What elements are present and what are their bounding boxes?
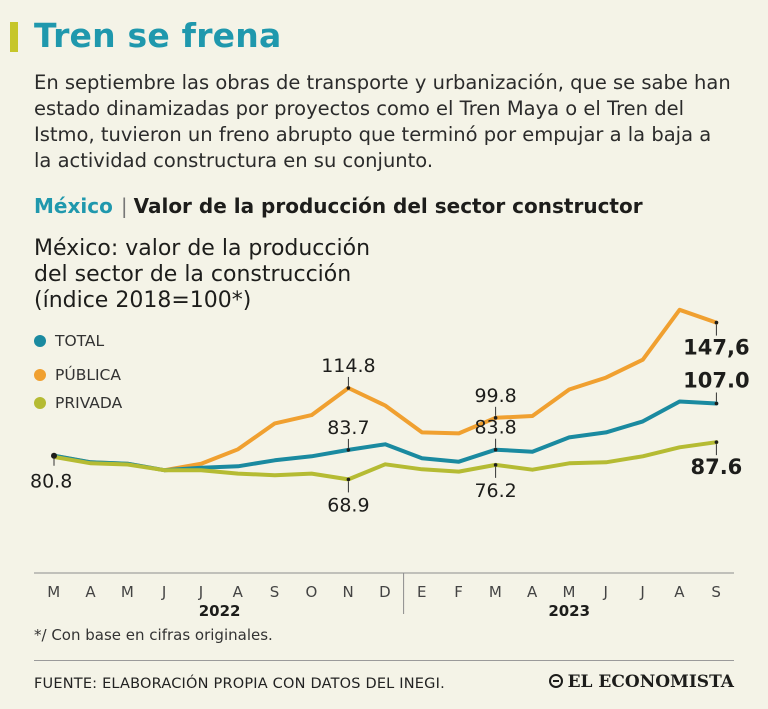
- chart-title-line-1: México: valor de la producción: [34, 236, 371, 261]
- x-tick-label: M: [562, 583, 575, 601]
- annotation-point: [346, 386, 351, 390]
- x-tick-label: D: [379, 583, 391, 601]
- data-label: 147,6: [683, 336, 749, 360]
- x-tick-label: N: [343, 583, 355, 601]
- footer-divider: [34, 660, 734, 661]
- x-tick-label: E: [417, 583, 427, 601]
- brand-logo-icon: [548, 674, 563, 688]
- annotation-point: [346, 448, 351, 452]
- x-tick-label: J: [603, 583, 609, 601]
- footnote: */ Con base en cifras originales.: [34, 626, 273, 644]
- data-label: 80.8: [30, 471, 72, 493]
- legend-item-total: TOTAL: [34, 332, 104, 350]
- x-tick-label: J: [639, 583, 645, 601]
- x-tick-label: M: [121, 583, 134, 601]
- annotation-point: [714, 320, 719, 325]
- data-label: 99.8: [474, 385, 516, 407]
- data-label: 83.7: [327, 417, 369, 439]
- section-subject: Valor de la producción del sector constr…: [133, 194, 643, 218]
- section-country: México: [34, 194, 113, 218]
- page-title: Tren se frena: [34, 16, 282, 55]
- x-tick-label: M: [489, 583, 502, 601]
- legend-item-privada: PRIVADA: [34, 394, 122, 412]
- annotation-point: [714, 401, 719, 406]
- year-label: 2023: [548, 602, 590, 620]
- x-tick-label: O: [305, 583, 317, 601]
- legend-label-privada: PRIVADA: [55, 394, 123, 412]
- annotation-point: [714, 440, 719, 444]
- data-label: 87.6: [690, 455, 742, 479]
- x-tick-label: J: [161, 583, 167, 601]
- section-heading: México | Valor de la producción del sector…: [34, 194, 643, 218]
- annotation-point: [52, 453, 56, 458]
- legend-dot-publica: [34, 369, 46, 381]
- data-label: 83.8: [474, 417, 516, 439]
- annotation-point: [493, 447, 498, 452]
- x-tick-label: A: [85, 583, 96, 601]
- data-label: 68.9: [327, 494, 369, 516]
- data-label: 114.8: [321, 355, 375, 377]
- series-line-privada: [52, 440, 719, 482]
- legend-dot-total: [34, 335, 46, 347]
- annotation-point: [346, 477, 351, 482]
- brand-logo: EL ECONOMISTA: [548, 672, 734, 692]
- chart-title: México: valor de la producción del secto…: [34, 236, 370, 314]
- x-tick-label: S: [711, 583, 721, 601]
- chart-title-line-2: del sector de la construcción: [34, 262, 352, 287]
- legend-label-total: TOTAL: [55, 332, 105, 350]
- section-separator: |: [120, 194, 128, 218]
- brand-name: EL ECONOMISTA: [567, 672, 734, 692]
- annotation-point: [493, 416, 498, 420]
- annotation-point: [493, 463, 498, 467]
- x-tick-label: F: [454, 583, 463, 601]
- x-tick-label: A: [674, 583, 685, 601]
- legend-label-publica: PÚBLICA: [55, 366, 121, 384]
- data-label: 107.0: [683, 368, 749, 392]
- x-tick-label: M: [47, 583, 60, 601]
- legend-item-publica: PÚBLICA: [34, 366, 121, 384]
- chart-title-line-3: (índice 2018=100*): [34, 288, 252, 313]
- legend-dot-privada: [34, 397, 46, 409]
- x-tick-label: A: [527, 583, 538, 601]
- x-tick-label: J: [198, 583, 204, 601]
- data-label: 76.2: [474, 480, 516, 502]
- x-tick-label: A: [233, 583, 244, 601]
- source-note: FUENTE: ELABORACIÓN PROPIA CON DATOS DEL…: [34, 676, 445, 692]
- x-tick-label: S: [270, 583, 280, 601]
- intro-paragraph: En septiembre las obras de transporte y …: [34, 71, 731, 172]
- title-accent-bar: [10, 22, 18, 52]
- year-label: 2022: [199, 602, 241, 620]
